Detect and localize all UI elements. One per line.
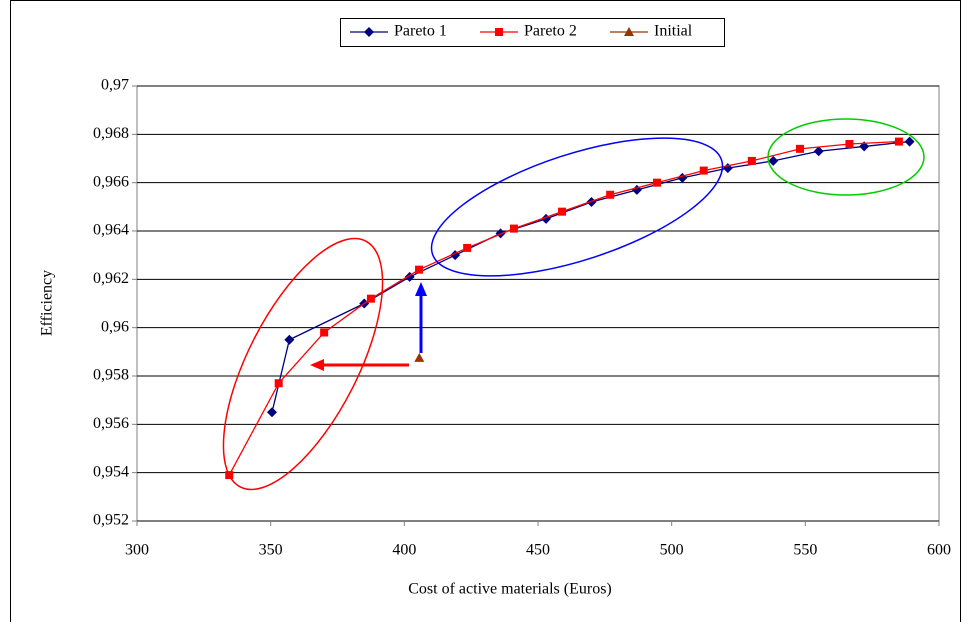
x-tick-label: 500 <box>660 542 684 559</box>
marker <box>845 140 854 148</box>
legend-items: Pareto 1 Pareto 2 Initial <box>350 23 693 40</box>
y-tick-label: 0,97 <box>101 77 129 94</box>
x-tick-label: 600 <box>927 542 951 559</box>
plot-area <box>136 85 940 522</box>
y-tick-label: 0,958 <box>93 367 129 384</box>
marker <box>699 166 708 175</box>
annotations <box>222 118 925 491</box>
marker <box>366 294 375 303</box>
marker <box>558 207 567 216</box>
legend-label: Pareto 2 <box>524 23 577 40</box>
x-tick-label: 550 <box>793 542 817 559</box>
marker <box>415 265 424 274</box>
marker <box>624 27 634 36</box>
ellipse-green <box>767 118 925 196</box>
y-tick-label: 0,966 <box>93 173 129 190</box>
legend-label: Pareto 1 <box>394 23 447 40</box>
marker <box>284 334 295 345</box>
x-tick-label: 450 <box>526 542 550 559</box>
x-tick-label: 400 <box>392 542 416 559</box>
marker <box>364 27 374 37</box>
marker <box>509 224 518 233</box>
y-tick-label: 0,96 <box>101 318 129 335</box>
arrow-head <box>310 359 324 371</box>
marker <box>894 137 903 146</box>
x-tick-label: 300 <box>125 542 149 559</box>
y-axis-label: Efficiency <box>39 270 56 336</box>
marker <box>768 155 779 166</box>
x-tick-label: 350 <box>259 542 283 559</box>
y-tick-label: 0,956 <box>93 415 129 432</box>
marker <box>495 28 503 36</box>
marker <box>414 352 425 362</box>
x-axis-label: Cost of active materials (Euros) <box>408 581 612 598</box>
marker <box>267 407 278 418</box>
marker <box>606 190 615 199</box>
marker <box>274 379 283 388</box>
arrow-head <box>415 282 427 296</box>
y-tick-label: 0,968 <box>93 125 129 142</box>
y-tick-label: 0,952 <box>93 512 129 529</box>
legend <box>340 18 725 47</box>
ellipse-red <box>222 237 384 491</box>
y-tick-label: 0,964 <box>93 222 129 239</box>
ellipse-blue <box>430 137 724 277</box>
marker <box>904 136 915 147</box>
marker <box>652 178 661 187</box>
y-tick-label: 0,962 <box>93 270 129 287</box>
marker <box>320 328 329 337</box>
marker <box>747 156 756 165</box>
marker <box>813 146 824 157</box>
marker <box>463 243 472 252</box>
y-tick-label: 0,954 <box>93 463 129 480</box>
marker <box>795 144 804 153</box>
plot <box>132 85 940 526</box>
legend-label: Initial <box>654 23 693 40</box>
